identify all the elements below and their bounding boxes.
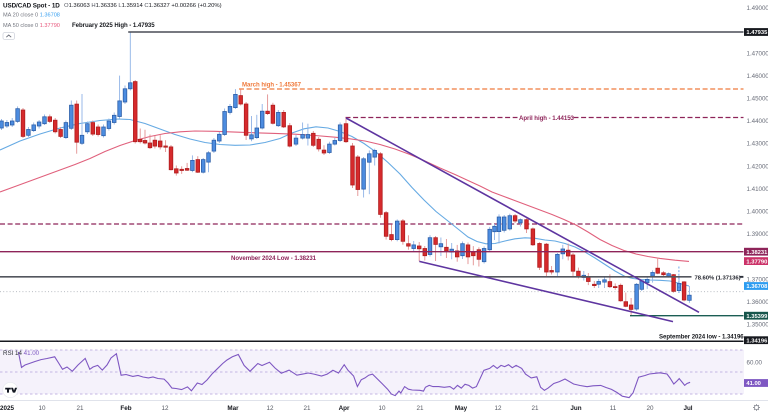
svg-text:1.37790: 1.37790 (746, 259, 767, 265)
svg-text:21: 21 (303, 405, 311, 412)
svg-text:1.38231: 1.38231 (746, 250, 768, 256)
svg-text:September 2024 low - 1.34196: September 2024 low - 1.34196 (659, 334, 744, 341)
svg-text:1.41000: 1.41000 (747, 186, 768, 193)
svg-text:May: May (455, 405, 468, 412)
svg-text:11: 11 (610, 405, 617, 412)
svg-text:1.49000: 1.49000 (747, 5, 768, 12)
svg-text:Jul: Jul (683, 405, 692, 412)
svg-text:MA 50 close 0 1.37790: MA 50 close 0 1.37790 (3, 23, 60, 29)
svg-text:1.37000: 1.37000 (747, 276, 768, 283)
svg-text:1.36000: 1.36000 (747, 299, 768, 306)
svg-text:20: 20 (646, 405, 654, 412)
svg-text:Mar: Mar (227, 405, 239, 412)
svg-text:1.42000: 1.42000 (747, 163, 768, 170)
svg-text:November 2024 Low - 1.38231: November 2024 Low - 1.38231 (231, 255, 317, 262)
svg-text:1.47935: 1.47935 (746, 30, 768, 36)
svg-text:April high - 1.44153: April high - 1.44153 (519, 115, 575, 122)
svg-text:1.47000: 1.47000 (747, 50, 768, 57)
svg-text:Feb: Feb (120, 405, 131, 412)
svg-text:RSI 14 41.00: RSI 14 41.00 (3, 350, 40, 357)
svg-text:21: 21 (416, 405, 424, 412)
svg-text:1.35399: 1.35399 (746, 314, 768, 320)
svg-text:1.45000: 1.45000 (747, 96, 768, 103)
svg-text:1.35000: 1.35000 (747, 322, 768, 329)
svg-text:21: 21 (76, 405, 84, 412)
svg-text:2025: 2025 (0, 405, 14, 412)
svg-text:41.00: 41.00 (746, 381, 761, 387)
svg-text:1.43000: 1.43000 (747, 141, 768, 148)
svg-text:Apr: Apr (339, 405, 350, 412)
svg-text:10: 10 (378, 405, 386, 412)
svg-text:1.44000: 1.44000 (747, 118, 768, 125)
svg-text:12: 12 (266, 405, 274, 412)
svg-text:USD/CAD Spot - 1D: USD/CAD Spot - 1D (3, 2, 60, 9)
svg-text:1.46000: 1.46000 (747, 73, 768, 80)
svg-text:1.34196: 1.34196 (746, 338, 768, 344)
svg-text:78.60% (1.37136): 78.60% (1.37136) (695, 276, 741, 282)
svg-text:10: 10 (38, 405, 46, 412)
svg-text:1.40000: 1.40000 (747, 209, 768, 216)
svg-text:MA 20 close 0 1.36708: MA 20 close 0 1.36708 (3, 13, 60, 19)
svg-text:Jun: Jun (570, 405, 581, 412)
svg-text:12: 12 (494, 405, 502, 412)
svg-text:1.39000: 1.39000 (747, 231, 768, 238)
svg-text:12: 12 (161, 405, 169, 412)
svg-text:60.00: 60.00 (747, 359, 763, 366)
svg-text:O1.36063 H1.36336 L1.35914 C1.: O1.36063 H1.36336 L1.35914 C1.36327 +0.0… (64, 3, 222, 9)
svg-text:March high - 1.45367: March high - 1.45367 (242, 82, 302, 89)
svg-text:February 2025 High - 1.47935: February 2025 High - 1.47935 (72, 22, 155, 29)
svg-text:1.36708: 1.36708 (746, 284, 768, 290)
svg-text:21: 21 (531, 405, 539, 412)
